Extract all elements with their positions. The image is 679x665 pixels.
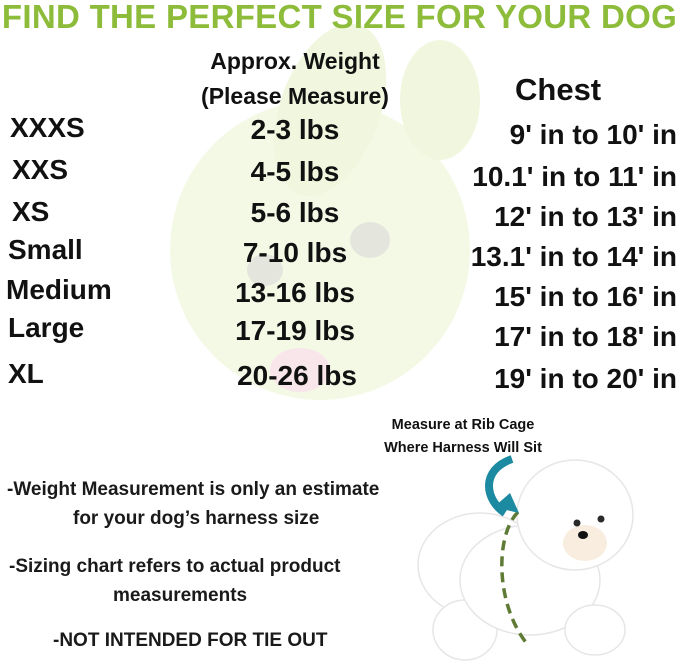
note-line: -Weight Measurement is only an estimate bbox=[7, 479, 380, 500]
caption-line2: Where Harness Will Sit bbox=[384, 440, 542, 456]
dog-nose bbox=[578, 531, 588, 539]
note-line: -Sizing chart refers to actual product bbox=[9, 556, 341, 577]
dog-eye bbox=[597, 515, 605, 523]
size-label: Large bbox=[8, 312, 85, 343]
size-label: XS bbox=[12, 196, 50, 227]
chest-value: 10.1' in to 11' in bbox=[472, 161, 677, 192]
weight-header: Approx. Weight (Please Measure) bbox=[180, 44, 410, 114]
chest-header: Chest bbox=[515, 72, 602, 107]
weight-value: 4-5 lbs bbox=[250, 156, 340, 187]
weight-header-line2: (Please Measure) bbox=[201, 83, 389, 109]
arrow-icon bbox=[485, 455, 514, 517]
weight-value: 2-3 lbs bbox=[250, 114, 340, 145]
arrow-head-icon bbox=[494, 493, 519, 513]
note-line: -NOT INTENDED FOR TIE OUT bbox=[53, 630, 328, 651]
chest-value: 13.1' in to 14' in bbox=[470, 241, 677, 272]
size-label: XXS bbox=[12, 154, 69, 185]
dog-eye bbox=[573, 519, 581, 527]
chest-value: 15' in to 16' in bbox=[494, 281, 677, 312]
note-line: measurements bbox=[113, 585, 248, 606]
page-title: FIND THE PERFECT SIZE FOR YOUR DOG bbox=[1, 0, 678, 35]
size-label: Small bbox=[8, 234, 83, 265]
chest-value: 17' in to 18' in bbox=[494, 321, 677, 352]
chest-value: 19' in to 20' in bbox=[494, 363, 677, 394]
weight-value: 20-26 lbs bbox=[237, 360, 357, 391]
size-label: XL bbox=[8, 358, 44, 389]
weight-value: 5-6 lbs bbox=[250, 197, 340, 228]
caption-line1: Measure at Rib Cage bbox=[391, 417, 535, 433]
size-label: XXXS bbox=[10, 112, 85, 143]
dog-face bbox=[563, 525, 607, 561]
chest-value: 12' in to 13' in bbox=[494, 201, 677, 232]
weight-header-line1: Approx. Weight bbox=[210, 48, 380, 74]
chest-value: 9' in to 10' in bbox=[509, 119, 677, 150]
dog-illustration bbox=[417, 455, 634, 661]
note-line: for your dog’s harness size bbox=[73, 508, 320, 529]
weight-value: 17-19 lbs bbox=[235, 315, 355, 346]
size-label: Medium bbox=[6, 274, 112, 305]
weight-value: 13-16 lbs bbox=[235, 277, 355, 308]
weight-value: 7-10 lbs bbox=[242, 237, 348, 268]
